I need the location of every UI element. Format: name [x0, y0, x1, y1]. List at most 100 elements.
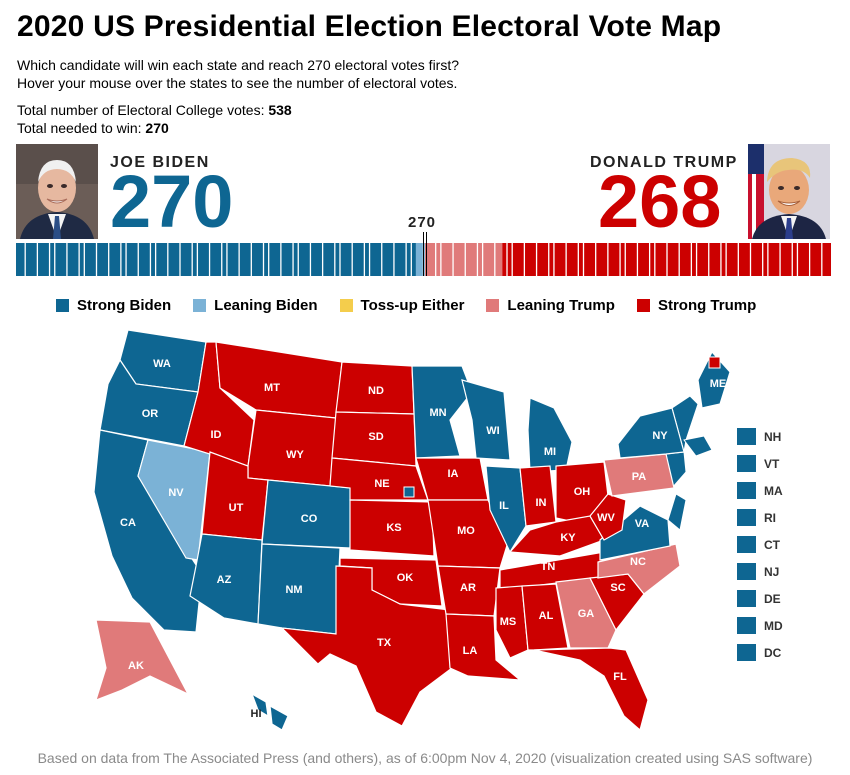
legend: Strong Biden Leaning Biden Toss-up Either L…	[56, 297, 778, 314]
small-state-swatch	[737, 590, 756, 607]
total-votes-value: 538	[268, 102, 292, 118]
state-label-me: ME	[710, 378, 727, 390]
state-label-la: LA	[463, 645, 478, 657]
needed-votes-value: 270	[145, 120, 169, 136]
state-label-mt: MT	[264, 382, 280, 394]
state-shape[interactable]	[667, 493, 687, 531]
state-label-nv: NV	[168, 487, 184, 499]
legend-swatch	[486, 299, 500, 312]
district-marker-ne[interactable]	[403, 486, 415, 498]
state-label-co: CO	[301, 513, 318, 525]
state-label-wy: WY	[286, 449, 304, 461]
state-label-sd: SD	[368, 431, 383, 443]
legend-label: Strong Biden	[77, 297, 172, 314]
small-state-label: NH	[764, 429, 782, 444]
bar-segment-strong-biden[interactable]	[16, 243, 416, 276]
small-state-nh[interactable]: NH	[737, 428, 781, 445]
state-mo[interactable]	[427, 499, 509, 569]
small-state-vt[interactable]: VT	[737, 455, 779, 472]
state-mi[interactable]	[527, 397, 573, 473]
small-state-nj[interactable]: NJ	[737, 563, 779, 580]
state-label-mn: MN	[429, 407, 446, 419]
state-label-il: IL	[499, 500, 509, 512]
small-state-swatch	[737, 536, 756, 553]
state-wi[interactable]	[461, 379, 511, 461]
state-tx[interactable]	[280, 565, 453, 727]
state-nc[interactable]	[597, 543, 681, 595]
small-state-ri[interactable]: RI	[737, 509, 776, 526]
legend-swatch	[636, 299, 650, 312]
legend-item: Strong Trump	[636, 297, 756, 314]
state-label-ne: NE	[374, 478, 389, 490]
state-label-wi: WI	[486, 425, 499, 437]
state-ak[interactable]	[95, 619, 190, 702]
state-hi[interactable]	[250, 692, 289, 731]
state-label-tn: TN	[541, 561, 556, 573]
small-state-label: DE	[764, 591, 781, 606]
state-la[interactable]	[445, 613, 522, 681]
small-state-dc[interactable]: DC	[737, 644, 781, 661]
bar-segment-leaning-biden[interactable]	[415, 243, 426, 276]
state-label-nc: NC	[630, 556, 646, 568]
footer-source: Based on data from The Associated Press …	[37, 750, 813, 766]
biden-electoral-votes: 270	[110, 160, 234, 243]
legend-label: Toss-up Either	[360, 297, 465, 314]
small-state-label: VT	[764, 456, 780, 471]
totals: Total number of Electoral College votes:…	[17, 101, 292, 137]
state-va[interactable]	[599, 505, 671, 561]
small-state-ma[interactable]: MA	[737, 482, 783, 499]
state-label-ca: CA	[120, 517, 136, 529]
state-label-hi: HI	[251, 708, 262, 720]
state-wv[interactable]	[589, 493, 627, 541]
small-state-label: NJ	[764, 564, 780, 579]
biden-photo	[16, 144, 98, 239]
state-label-wa: WA	[153, 358, 171, 370]
state-ga[interactable]	[555, 577, 617, 649]
small-state-swatch	[737, 617, 756, 634]
total-votes-line: Total number of Electoral College votes:…	[17, 101, 292, 119]
state-label-id: ID	[211, 429, 222, 441]
state-shape[interactable]	[683, 435, 713, 457]
trump-electoral-votes: 268	[598, 160, 722, 243]
biden-name: JOE BIDEN	[110, 154, 210, 171]
legend-label: Leaning Biden	[214, 297, 318, 314]
legend-swatch	[339, 299, 353, 312]
small-state-label: CT	[764, 537, 780, 552]
state-label-ky: KY	[560, 532, 576, 544]
state-label-nd: ND	[368, 385, 384, 397]
legend-swatch	[56, 299, 69, 312]
state-fl[interactable]	[533, 647, 649, 732]
state-ms[interactable]	[495, 585, 529, 659]
state-ks[interactable]	[349, 499, 435, 557]
small-state-swatch	[737, 428, 756, 445]
small-state-swatch	[737, 482, 756, 499]
state-label-ak: AK	[128, 660, 144, 672]
legend-swatch	[193, 299, 207, 312]
legend-item: Toss-up Either	[339, 297, 465, 314]
subtitle: Which candidate will win each state and …	[17, 56, 459, 92]
legend-item: Leaning Biden	[193, 297, 318, 314]
needed-votes-line: Total needed to win: 270	[17, 119, 292, 137]
state-label-ks: KS	[386, 522, 401, 534]
state-label-ga: GA	[578, 608, 595, 620]
legend-label: Leaning Trump	[507, 297, 615, 314]
small-state-md[interactable]: MD	[737, 617, 783, 634]
small-state-swatch	[737, 563, 756, 580]
small-state-swatch	[737, 509, 756, 526]
threshold-label: 270	[408, 214, 437, 231]
small-state-label: RI	[764, 510, 776, 525]
state-label-ia: IA	[448, 468, 459, 480]
state-ny[interactable]	[617, 407, 685, 459]
needed-votes-label: Total needed to win:	[17, 120, 146, 136]
bar-segment-leaning-trump[interactable]	[425, 243, 503, 276]
state-il[interactable]	[485, 465, 527, 554]
small-state-de[interactable]: DE	[737, 590, 781, 607]
small-state-label: MA	[764, 483, 783, 498]
district-marker-me[interactable]	[708, 356, 721, 369]
state-label-mo: MO	[457, 525, 475, 537]
small-state-ct[interactable]: CT	[737, 536, 780, 553]
state-label-az: AZ	[217, 574, 232, 586]
total-votes-label: Total number of Electoral College votes:	[17, 102, 269, 118]
state-label-ny: NY	[652, 430, 668, 442]
